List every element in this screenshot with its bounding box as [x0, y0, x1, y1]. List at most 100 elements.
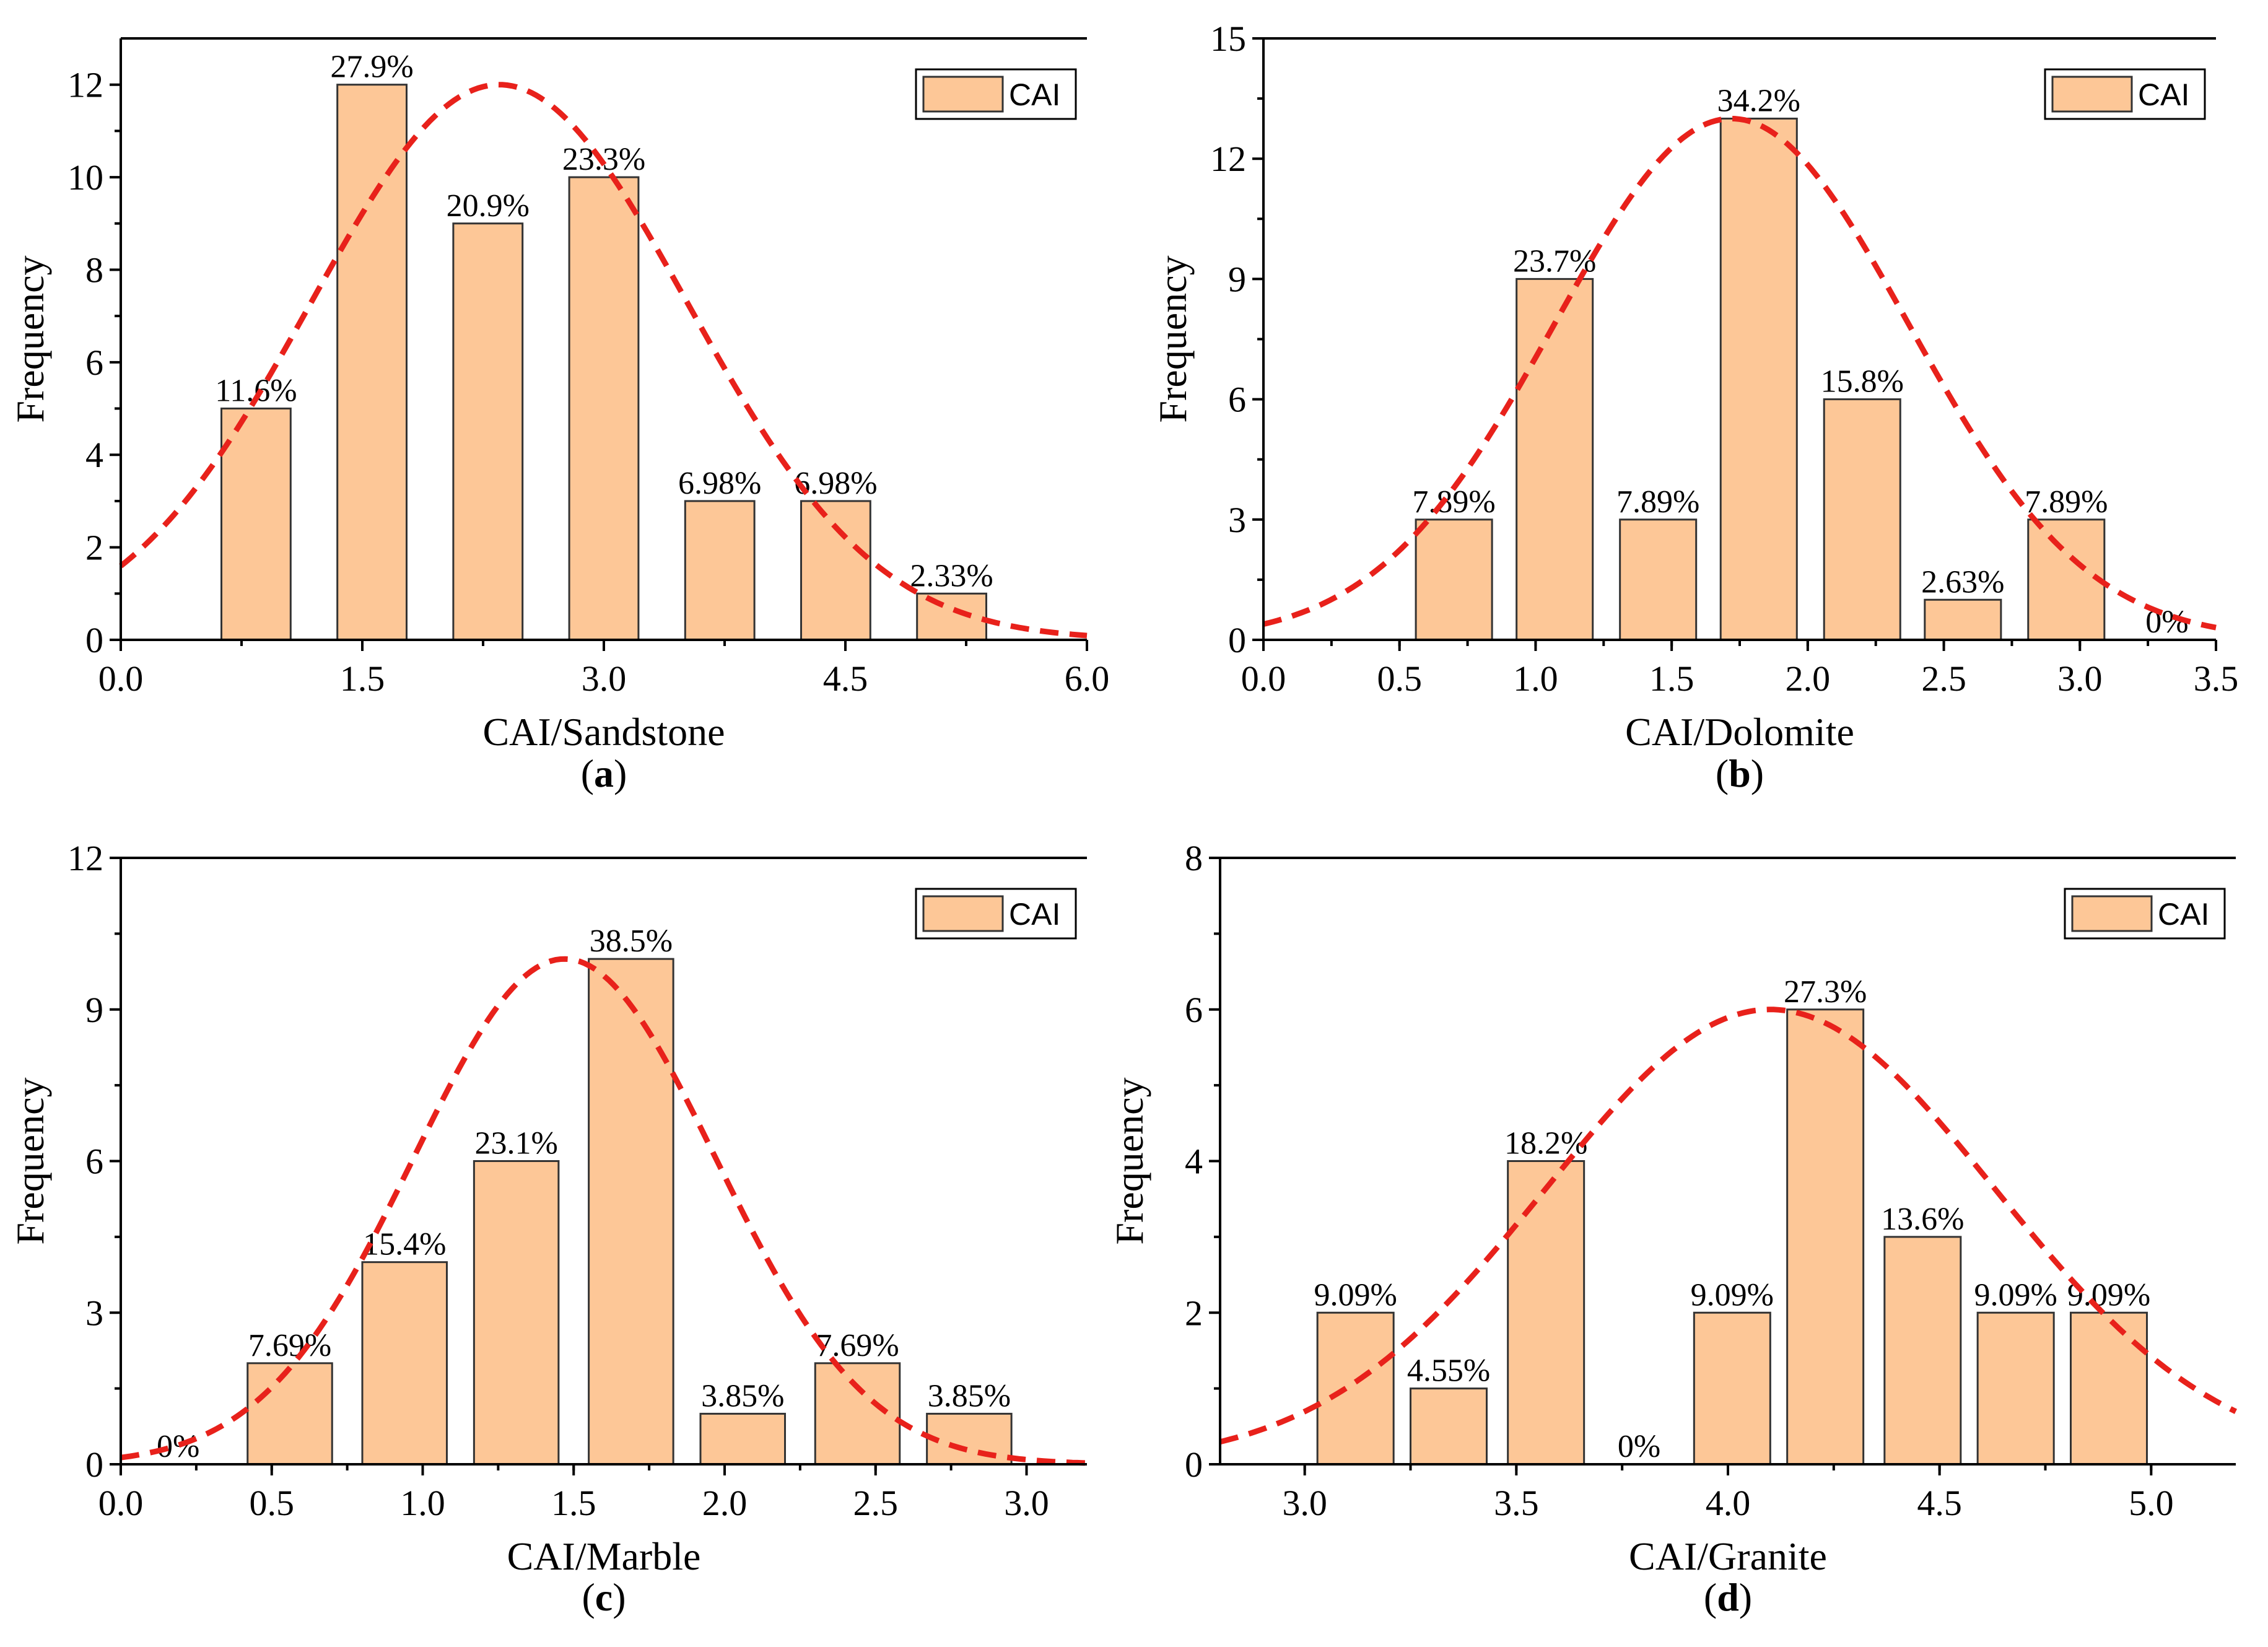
caption-open: ( — [1716, 751, 1729, 795]
caption-close: ) — [1751, 751, 1764, 795]
bar — [1976, 1311, 2055, 1466]
bar — [1823, 398, 1901, 641]
x-tick-label: 2.0 — [1786, 658, 1831, 699]
x-tick-label: 0.0 — [1241, 658, 1286, 699]
bar-value-label: 6.98% — [794, 466, 877, 501]
bar-value-label: 3.85% — [928, 1378, 1011, 1413]
bar-value-label: 3.85% — [701, 1378, 784, 1413]
y-tick-label: 6 — [85, 1142, 103, 1182]
bar-value-label: 2.63% — [1921, 564, 2004, 600]
x-tick-label: 3.5 — [1494, 1483, 1539, 1523]
legend: CAI — [915, 68, 1077, 120]
bar — [336, 84, 408, 641]
y-tick-label: 3 — [85, 1293, 103, 1333]
bar — [1507, 1160, 1585, 1466]
bar — [473, 1160, 560, 1466]
caption-letter: d — [1717, 1575, 1739, 1619]
legend-label: CAI — [1009, 897, 1060, 932]
legend-label: CAI — [2138, 77, 2189, 112]
bar — [1719, 117, 1798, 641]
y-axis-title: Frequency — [8, 1077, 52, 1244]
bar — [1619, 518, 1698, 641]
x-axis-title: CAI/Dolomite — [1625, 710, 1854, 754]
caption-letter: b — [1729, 751, 1751, 795]
panel-caption: (c) — [582, 1575, 626, 1619]
y-tick-label: 0 — [1185, 1444, 1203, 1485]
y-axis-title: Frequency — [1107, 1077, 1151, 1244]
y-tick-label: 2 — [1185, 1293, 1203, 1333]
bar-value-label: 0% — [1618, 1429, 1660, 1464]
y-tick-label: 0 — [85, 1444, 103, 1485]
normal-fit-curve — [1262, 115, 2217, 631]
bar-value-label: 7.89% — [2025, 484, 2108, 520]
legend: CAI — [2064, 888, 2226, 940]
bar — [220, 408, 292, 641]
bar — [1693, 1311, 1771, 1466]
x-tick-label: 2.5 — [1921, 658, 1966, 699]
panel-caption: (b) — [1716, 751, 1764, 795]
x-tick-label: 3.0 — [1004, 1483, 1049, 1523]
x-tick-label: 3.0 — [1282, 1483, 1327, 1523]
x-tick-label: 0.5 — [250, 1483, 295, 1523]
bar — [452, 222, 524, 641]
y-tick-label: 15 — [1210, 19, 1246, 59]
caption-letter: c — [595, 1575, 613, 1619]
bar-value-label: 7.89% — [1616, 484, 1699, 520]
legend: CAI — [915, 888, 1077, 940]
y-tick-label: 12 — [1210, 139, 1246, 179]
legend: CAI — [2044, 68, 2206, 120]
bar-value-label: 7.69% — [816, 1328, 899, 1363]
y-tick-label: 3 — [1228, 500, 1246, 540]
bar-value-label: 9.09% — [2067, 1277, 2150, 1313]
y-tick-label: 0 — [1228, 620, 1246, 660]
bar-value-label: 38.5% — [590, 924, 673, 959]
bar — [246, 1362, 333, 1466]
panel-caption: (d) — [1704, 1575, 1752, 1619]
bar-value-label: 9.09% — [1691, 1277, 1774, 1313]
legend-swatch — [922, 76, 1004, 113]
bar — [699, 1412, 786, 1466]
x-tick-label: 1.5 — [1649, 658, 1694, 699]
caption-letter: a — [594, 751, 614, 795]
bar — [1410, 1387, 1488, 1466]
y-axis-title: Frequency — [8, 255, 52, 422]
y-tick-label: 8 — [1185, 838, 1203, 878]
x-tick-label: 4.5 — [1917, 1483, 1962, 1523]
normal-fit-curve — [1219, 1007, 2238, 1445]
bar — [2027, 518, 2106, 641]
caption-close: ) — [1739, 1575, 1752, 1619]
bar-value-label: 2.33% — [910, 558, 993, 593]
bar-value-label: 13.6% — [1881, 1202, 1964, 1237]
bar — [568, 176, 640, 641]
normal-fit-curve — [119, 82, 1088, 639]
bar-value-label: 34.2% — [1717, 83, 1800, 118]
caption-open: ( — [582, 1575, 595, 1619]
caption-open: ( — [581, 751, 594, 795]
x-axis-title: CAI/Marble — [507, 1534, 701, 1578]
y-tick-label: 6 — [1185, 990, 1203, 1030]
x-tick-label: 5.0 — [2129, 1483, 2174, 1523]
bar-value-label: 0% — [157, 1429, 199, 1464]
normal-fit-curve — [120, 956, 1088, 1466]
y-tick-label: 6 — [85, 343, 103, 383]
y-tick-label: 4 — [85, 435, 103, 475]
chart-panel-b: 7.89%23.7%7.89%34.2%15.8%2.63%7.89%0%036… — [1151, 19, 2238, 795]
legend-label: CAI — [2158, 897, 2209, 932]
bar — [1924, 598, 2002, 641]
bar — [1415, 518, 1493, 641]
bar-value-label: 18.2% — [1504, 1126, 1587, 1161]
chart-panel-a: 11.6%27.9%20.9%23.3%6.98% 6.98%2.33%02468… — [8, 37, 1110, 795]
bar — [1516, 277, 1594, 641]
y-tick-label: 2 — [85, 528, 103, 568]
y-tick-label: 4 — [1185, 1142, 1203, 1182]
x-tick-label: 3.0 — [2057, 658, 2103, 699]
y-tick-label: 12 — [68, 838, 103, 878]
y-tick-label: 10 — [68, 157, 103, 198]
legend-label: CAI — [1009, 77, 1060, 112]
x-tick-label: 2.5 — [853, 1483, 899, 1523]
y-tick-label: 0 — [85, 620, 103, 660]
x-tick-label: 6.0 — [1065, 658, 1110, 699]
caption-close: ) — [613, 1575, 626, 1619]
bar — [926, 1412, 1013, 1466]
